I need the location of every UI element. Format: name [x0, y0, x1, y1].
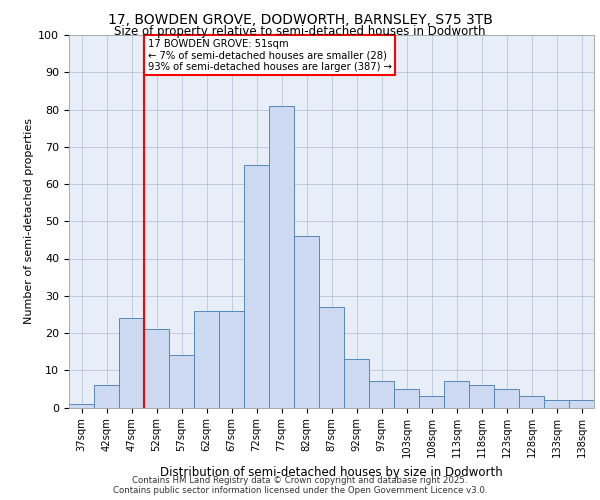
- Text: 17 BOWDEN GROVE: 51sqm
← 7% of semi-detached houses are smaller (28)
93% of semi: 17 BOWDEN GROVE: 51sqm ← 7% of semi-deta…: [148, 38, 392, 72]
- Bar: [519, 396, 544, 407]
- Bar: [269, 106, 294, 408]
- Bar: [244, 166, 269, 408]
- Bar: [344, 359, 369, 408]
- Bar: [394, 389, 419, 407]
- Bar: [369, 382, 394, 407]
- Text: 17, BOWDEN GROVE, DODWORTH, BARNSLEY, S75 3TB: 17, BOWDEN GROVE, DODWORTH, BARNSLEY, S7…: [107, 12, 493, 26]
- Bar: [569, 400, 594, 407]
- Bar: [144, 330, 169, 407]
- Bar: [319, 307, 344, 408]
- Bar: [169, 356, 194, 408]
- Bar: [419, 396, 444, 407]
- Y-axis label: Number of semi-detached properties: Number of semi-detached properties: [24, 118, 34, 324]
- Bar: [194, 310, 219, 408]
- Bar: [119, 318, 144, 408]
- Bar: [294, 236, 319, 408]
- Bar: [544, 400, 569, 407]
- Bar: [69, 404, 94, 407]
- Bar: [469, 385, 494, 407]
- Text: Size of property relative to semi-detached houses in Dodworth: Size of property relative to semi-detach…: [114, 25, 486, 38]
- Bar: [444, 382, 469, 407]
- Bar: [94, 385, 119, 407]
- Bar: [494, 389, 519, 407]
- Text: Contains HM Land Registry data © Crown copyright and database right 2025.
Contai: Contains HM Land Registry data © Crown c…: [113, 476, 487, 495]
- X-axis label: Distribution of semi-detached houses by size in Dodworth: Distribution of semi-detached houses by …: [160, 466, 503, 479]
- Bar: [219, 310, 244, 408]
